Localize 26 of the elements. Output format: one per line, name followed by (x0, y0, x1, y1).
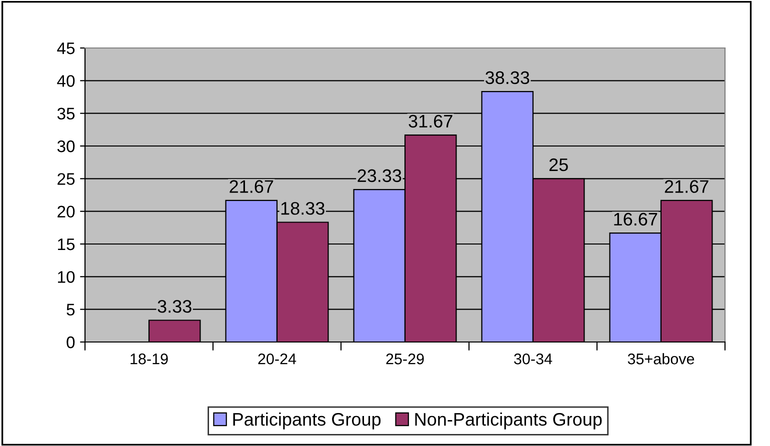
y-tick-label: 35 (57, 108, 75, 120)
y-tick-label: 30 (57, 140, 75, 152)
y-tick-label: 0 (66, 336, 75, 348)
data-label: 16.67 (614, 212, 658, 226)
y-tick-label: 15 (58, 238, 75, 250)
data-label: 3.33 (158, 300, 192, 313)
data-label: 38.33 (486, 71, 530, 84)
y-tick-label: 20 (58, 206, 75, 218)
legend-label: Participants Group (233, 412, 381, 430)
y-tick-label: 10 (58, 271, 75, 283)
data-label: 25 (549, 158, 568, 172)
x-tick-label: 30-34 (514, 354, 552, 364)
y-tick-label: 25 (58, 173, 75, 185)
x-tick-label: 20-24 (258, 354, 296, 364)
y-tick-label: 45 (57, 42, 75, 54)
data-label: 23.33 (358, 169, 402, 182)
x-tick-label: 18-19 (130, 354, 168, 364)
x-tick-label: 35+above (628, 353, 694, 364)
legend-label: Non-Participants Group (415, 412, 602, 430)
data-label: 21.67 (230, 180, 274, 193)
data-label: 31.67 (408, 114, 452, 128)
data-label: 18.33 (281, 202, 324, 215)
y-tick-label: 5 (66, 304, 75, 316)
data-label: 21.67 (664, 180, 708, 193)
x-tick-label: 25-29 (386, 354, 424, 364)
y-tick-label: 40 (57, 75, 75, 87)
